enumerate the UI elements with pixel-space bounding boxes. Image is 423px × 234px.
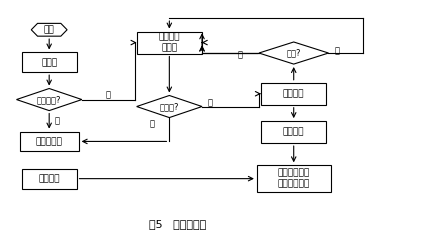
Text: 故障处理
及报警: 故障处理 及报警	[159, 33, 180, 53]
Text: 故障?: 故障?	[286, 48, 301, 58]
Text: 已清除?: 已清除?	[159, 102, 179, 111]
Polygon shape	[31, 23, 67, 36]
Text: 系统故障?: 系统故障?	[37, 95, 61, 104]
Text: 初始化: 初始化	[41, 58, 57, 67]
Text: 否: 否	[54, 117, 59, 126]
Text: 是: 是	[150, 119, 155, 128]
Bar	[261, 83, 327, 105]
Text: 开始: 开始	[44, 25, 55, 34]
Polygon shape	[137, 95, 202, 117]
Text: 图5   主程序流程: 图5 主程序流程	[149, 219, 206, 229]
Bar	[257, 165, 331, 192]
Text: 电流采集: 电流采集	[283, 128, 305, 137]
Text: 是: 是	[335, 46, 339, 55]
Bar	[137, 32, 202, 54]
Bar	[19, 132, 79, 151]
Polygon shape	[259, 42, 329, 64]
Bar	[22, 52, 77, 72]
Text: 故障检测: 故障检测	[283, 89, 305, 98]
Text: 否: 否	[208, 99, 213, 108]
Text: 离合器闭合: 离合器闭合	[36, 137, 63, 146]
Text: 信号读取: 信号读取	[38, 174, 60, 183]
Bar	[261, 121, 327, 143]
Text: 控制模式判断
目标电流确定: 控制模式判断 目标电流确定	[277, 168, 310, 189]
Polygon shape	[16, 88, 82, 111]
Bar	[22, 169, 77, 189]
Text: 是: 是	[106, 90, 111, 99]
Text: 否: 否	[237, 51, 242, 60]
